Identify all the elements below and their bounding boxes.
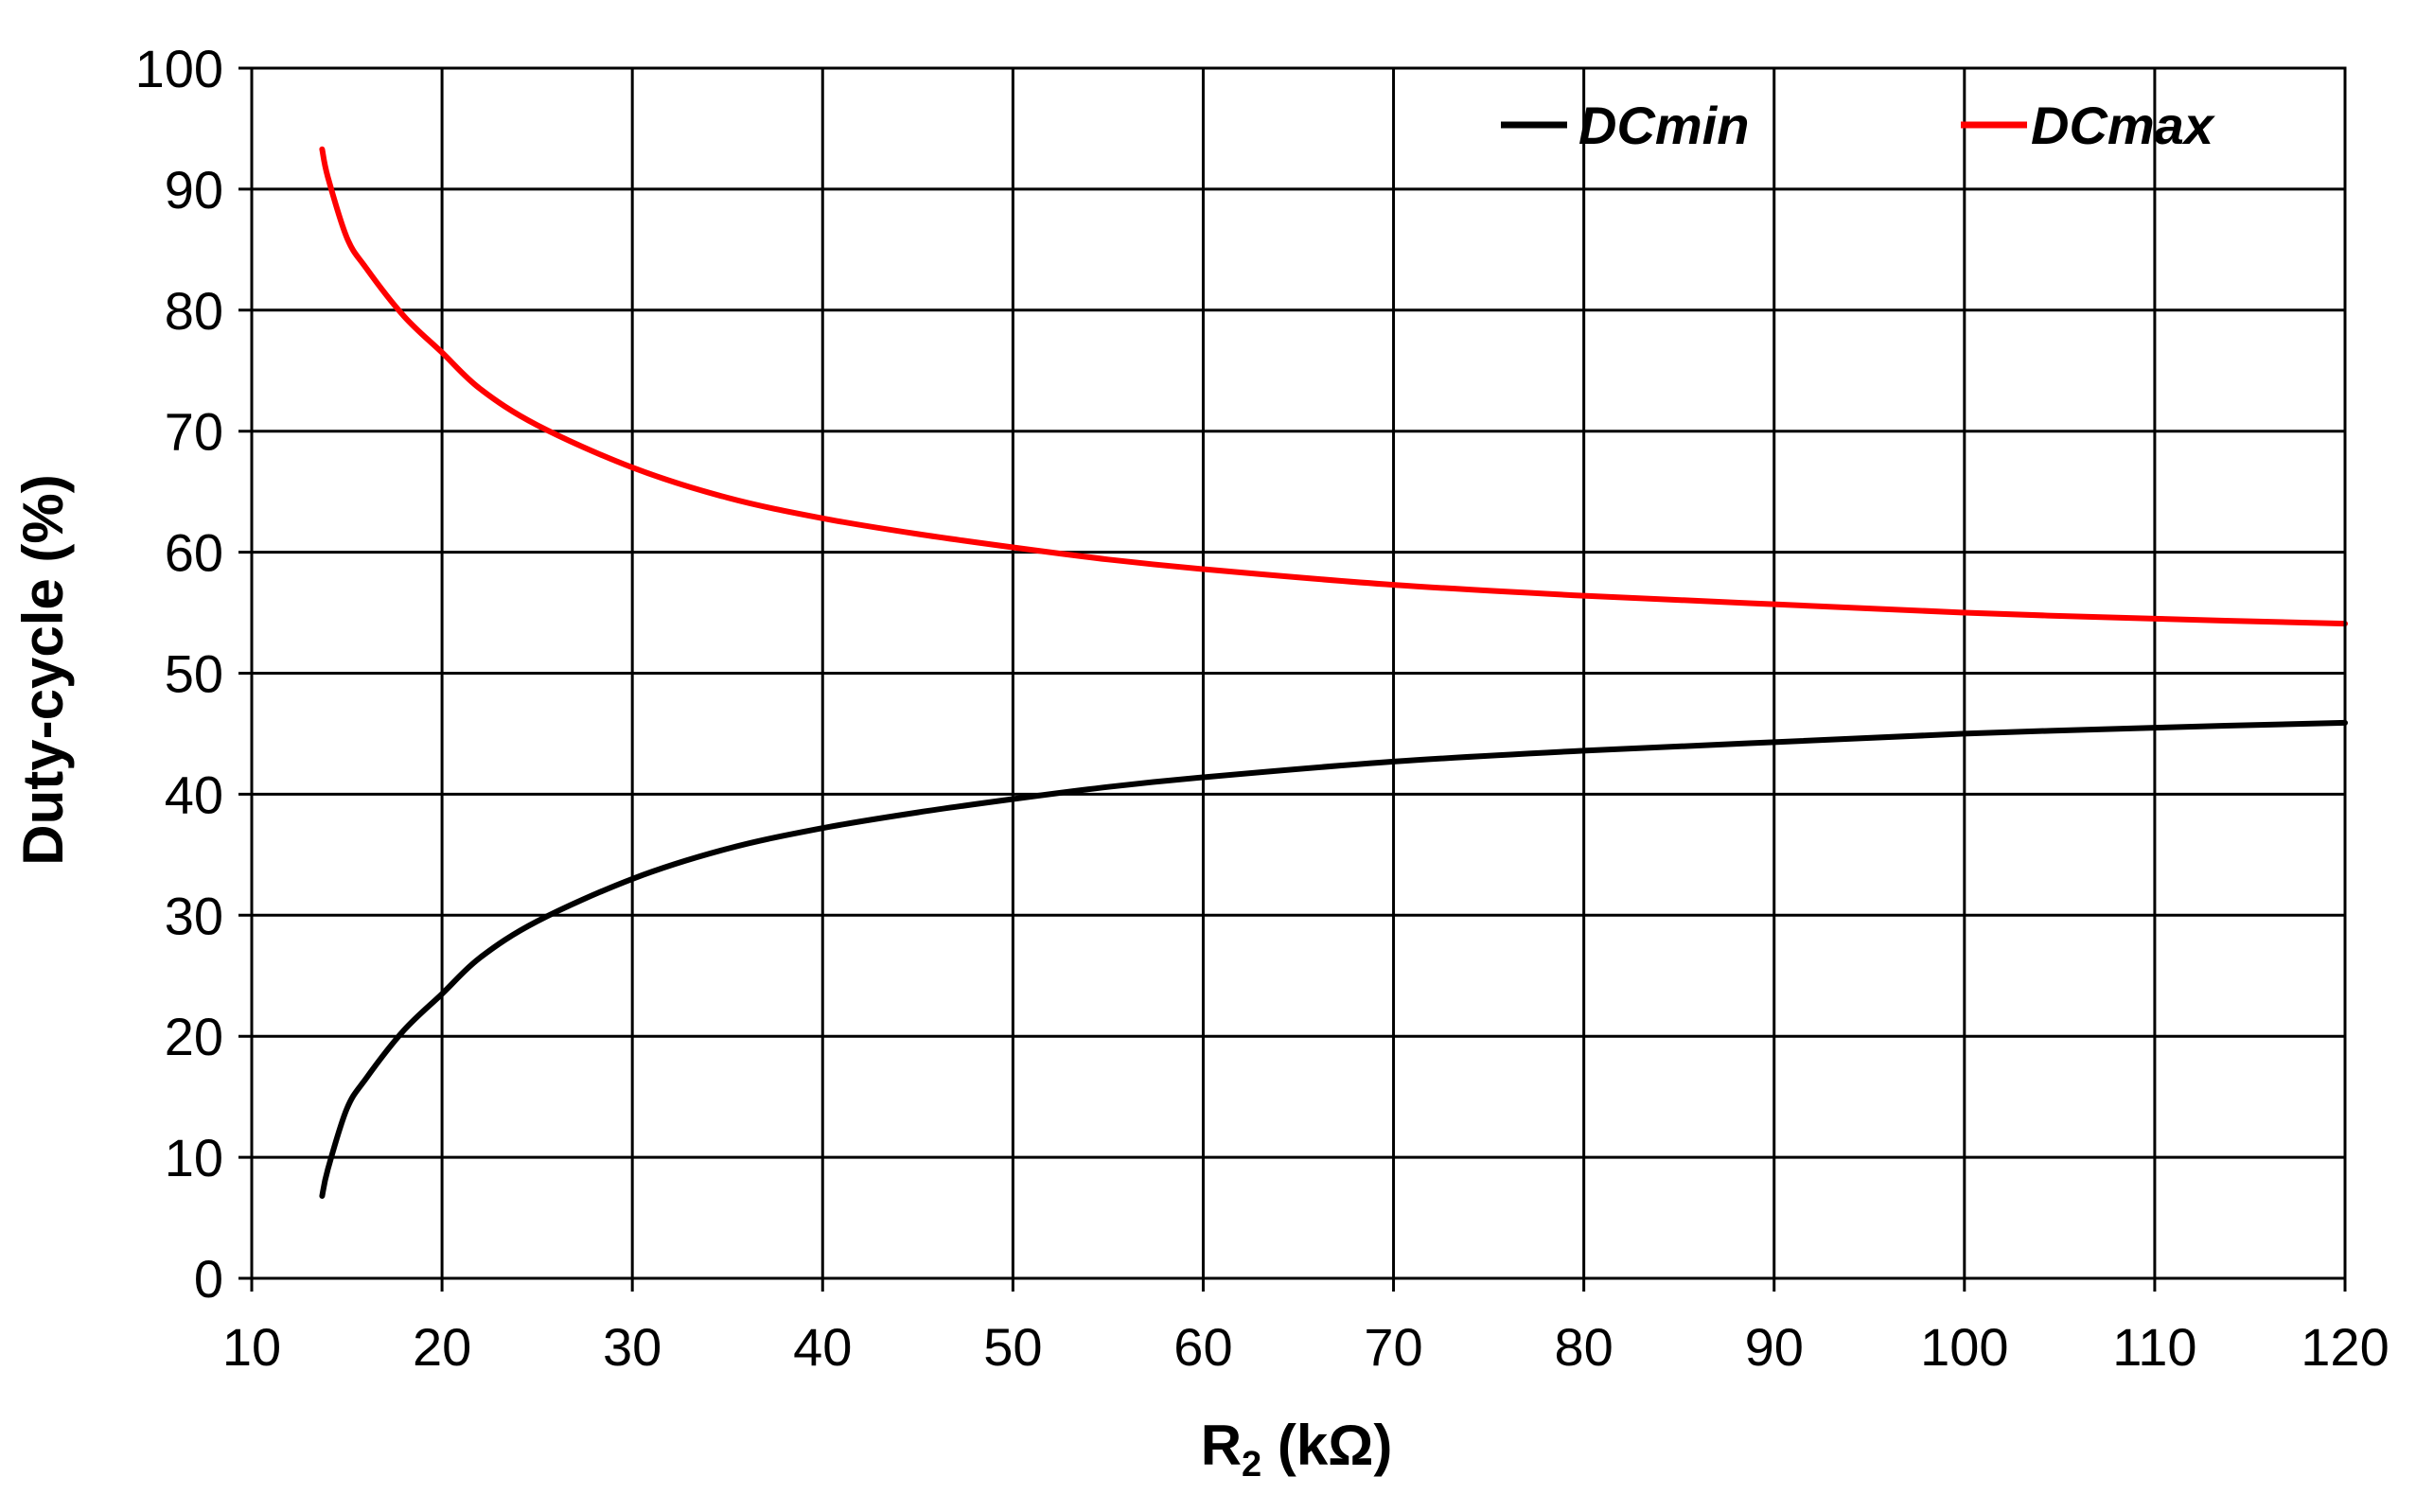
legend: DCmin DCmax — [1501, 96, 2216, 155]
x-tick-label: 30 — [603, 1317, 661, 1377]
y-tick-label: 20 — [165, 1007, 223, 1066]
x-tick-label: 70 — [1364, 1317, 1422, 1377]
x-axis-title-subscript: 2 — [1242, 1445, 1261, 1485]
x-tick-label: 90 — [1745, 1317, 1804, 1377]
legend-label-dcmax: DCmax — [2031, 96, 2216, 155]
y-tick-label: 70 — [165, 402, 223, 462]
x-axis-title-main: R — [1201, 1414, 1242, 1477]
x-tick-label: 110 — [2112, 1317, 2196, 1377]
x-axis-title-rest: (kΩ) — [1261, 1414, 1392, 1477]
y-tick-label: 50 — [165, 644, 223, 704]
x-tick-label: 50 — [983, 1317, 1042, 1377]
y-tick-label: 10 — [165, 1128, 223, 1187]
y-tick-label: 60 — [165, 523, 223, 583]
x-tick-label: 20 — [413, 1317, 471, 1377]
x-axis-title: R2 (kΩ) — [1201, 1414, 1393, 1485]
x-tick-label: 10 — [222, 1317, 281, 1377]
y-tick-label: 40 — [165, 765, 223, 824]
x-tick-label: 100 — [1920, 1317, 2008, 1377]
x-tick-labels: 10 20 30 40 50 60 70 80 90 100 110 120 — [222, 1317, 2390, 1377]
x-tick-label: 120 — [2301, 1317, 2389, 1377]
grid-layer — [238, 66, 2347, 1292]
x-tick-label: 60 — [1173, 1317, 1232, 1377]
legend-label-dcmin: DCmin — [1578, 96, 1749, 155]
y-axis-title: Duty-cycle (%) — [11, 474, 75, 865]
y-tick-label: 30 — [165, 886, 223, 945]
y-tick-label: 0 — [194, 1249, 223, 1309]
y-tick-labels: 0 10 20 30 40 50 60 70 80 90 100 — [135, 39, 223, 1309]
plot-frame — [250, 66, 2347, 1280]
y-tick-label: 90 — [165, 160, 223, 220]
series-line-dcmin — [319, 719, 2348, 1199]
series-line-dcmax — [319, 146, 2348, 627]
y-tick-label: 100 — [135, 39, 223, 98]
y-tick-label: 80 — [165, 281, 223, 341]
x-tick-label: 80 — [1554, 1317, 1613, 1377]
x-tick-label: 40 — [793, 1317, 852, 1377]
series-layer — [319, 146, 2348, 1199]
